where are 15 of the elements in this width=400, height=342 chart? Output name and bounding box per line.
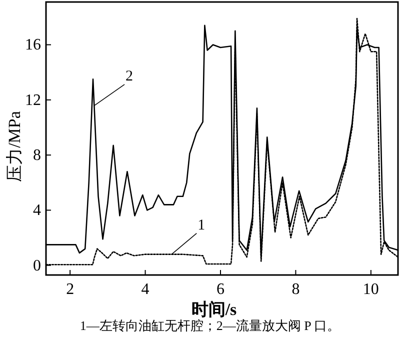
- y-tick-label: 4: [33, 202, 41, 220]
- y-tick-label: 16: [25, 36, 41, 54]
- x-tick-label: 6: [216, 281, 224, 298]
- x-tick-label: 2: [66, 281, 74, 298]
- x-tick-label: 8: [292, 281, 300, 298]
- x-tick-label: 10: [362, 281, 379, 298]
- x-tick-label: 4: [141, 281, 150, 298]
- y-tick-label: 0: [33, 257, 41, 274]
- y-axis-title: 压力/MPa: [5, 110, 24, 182]
- text: 1—左转向油缸无杆腔；2—流量放大阀 P 口。: [80, 318, 340, 333]
- y-tick-label: 12: [25, 92, 41, 109]
- annotation: 2: [126, 68, 134, 84]
- y-tick-label: 8: [33, 147, 41, 164]
- annotation: 1: [198, 217, 206, 234]
- x-axis-title: 时间/s: [191, 300, 238, 319]
